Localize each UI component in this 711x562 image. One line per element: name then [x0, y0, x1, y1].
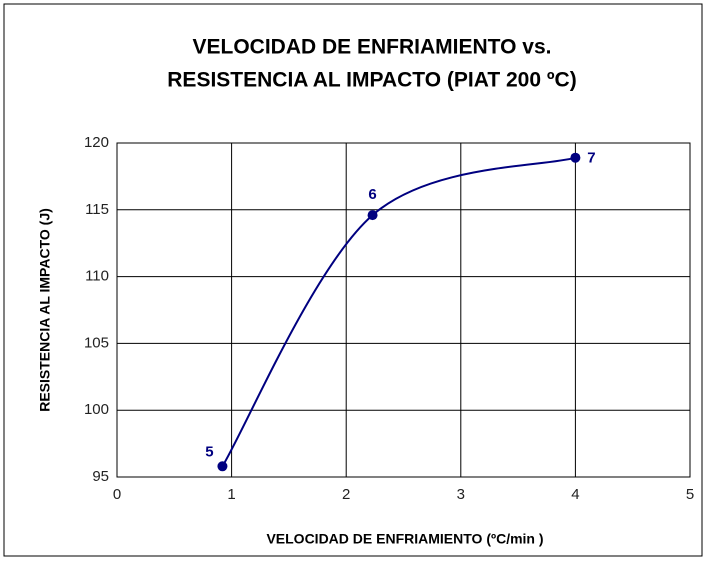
- point-label: 5: [205, 443, 213, 460]
- y-tick-label: 105: [84, 334, 109, 351]
- y-tick-label: 115: [85, 201, 109, 218]
- chart-title: VELOCIDAD DE ENFRIAMIENTO vs.: [193, 36, 552, 59]
- x-tick-label: 4: [571, 486, 579, 503]
- y-tick-label: 110: [85, 268, 109, 285]
- chart-border: [3, 3, 703, 557]
- data-point: [217, 461, 228, 472]
- y-axis-label: RESISTENCIA AL IMPACTO (J): [37, 208, 53, 412]
- x-tick-label: 1: [227, 486, 235, 503]
- x-tick-label: 5: [686, 486, 694, 503]
- x-tick-label: 0: [113, 486, 121, 503]
- point-label: 7: [587, 150, 595, 167]
- series-line: [221, 156, 576, 467]
- x-tick-label: 2: [342, 486, 350, 503]
- y-tick-label: 100: [84, 401, 109, 418]
- y-tick-label: 95: [92, 468, 109, 485]
- x-tick-label: 3: [457, 486, 465, 503]
- y-tick-label: 120: [84, 134, 109, 151]
- chart-title: RESISTENCIA AL IMPACTO (PIAT 200 ºC): [167, 69, 576, 92]
- x-axis-label: VELOCIDAD DE ENFRIAMIENTO (ºC/min ): [266, 531, 543, 547]
- data-point: [367, 210, 378, 221]
- data-point: [570, 152, 581, 163]
- plot-border: [116, 142, 691, 478]
- point-label: 6: [368, 186, 376, 203]
